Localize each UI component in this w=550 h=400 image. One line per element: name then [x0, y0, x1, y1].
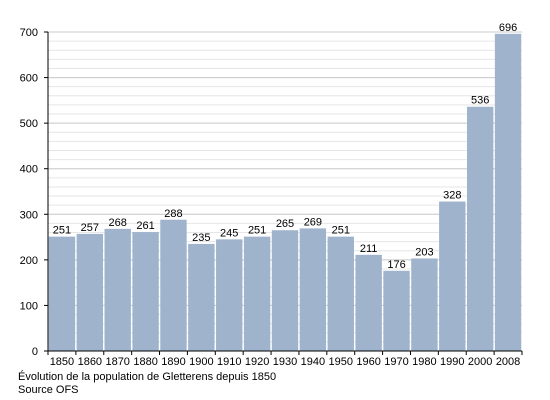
bar-value-label: 269	[304, 216, 322, 228]
bar-1920	[243, 236, 271, 351]
chart-source: Source OFS	[18, 384, 79, 396]
bar-1860	[76, 233, 104, 351]
bar-1880	[132, 232, 159, 351]
bar-value-label: 265	[276, 218, 294, 230]
bar-value-label: 203	[415, 246, 433, 258]
bar-value-label: 176	[387, 259, 405, 271]
x-tick-label: 1930	[273, 356, 297, 368]
bar-1950	[327, 236, 354, 351]
x-tick-label: 1850	[50, 356, 74, 368]
x-tick-label: 1880	[133, 356, 157, 368]
bar-2008	[494, 33, 522, 352]
bars	[48, 33, 522, 352]
bar-value-label: 268	[109, 217, 127, 229]
y-tick-label: 500	[20, 118, 38, 130]
y-tick-label: 600	[20, 73, 38, 85]
chart-caption: Évolution de la population de Gletterens…	[18, 371, 277, 383]
bar-2000	[466, 106, 494, 351]
bar-value-label: 261	[136, 220, 154, 232]
bar-1980	[411, 258, 438, 351]
bar-1890	[160, 219, 187, 351]
bar-1990	[439, 201, 466, 351]
bar-value-label: 251	[332, 225, 350, 237]
bar-value-label: 536	[471, 95, 489, 107]
y-tick-label: 300	[20, 209, 38, 221]
bar-1960	[355, 254, 382, 351]
x-tick-label: 2000	[468, 356, 492, 368]
y-tick-label: 100	[20, 300, 38, 312]
x-tick-label: 1990	[440, 356, 464, 368]
x-tick-label: 1940	[301, 356, 325, 368]
y-tick-label: 0	[32, 346, 38, 358]
bar-value-labels: 251 257 268 261 288 235 245 251 265 269 251 211 176 2…	[53, 22, 517, 271]
bar-value-label: 288	[164, 208, 182, 220]
bar-value-label: 245	[220, 227, 238, 239]
x-tick-label: 1920	[245, 356, 269, 368]
bar-value-label: 251	[248, 225, 266, 237]
bar-1900	[188, 243, 215, 351]
x-tick-label: 1980	[412, 356, 436, 368]
bar-1970	[383, 270, 410, 351]
bar-value-label: 696	[499, 22, 517, 34]
population-bar-chart: 251 257 268 261 288 235 245 251 265 269 251 211 176 2…	[20, 22, 523, 368]
y-tick-label: 200	[20, 255, 38, 267]
x-tick-label: 1950	[329, 356, 353, 368]
x-tick-label: 1960	[356, 356, 380, 368]
bar-1940	[299, 228, 327, 351]
x-tick-label: 1910	[217, 356, 241, 368]
x-tick-label: 1870	[105, 356, 129, 368]
x-tick-label: 1900	[189, 356, 213, 368]
axes	[44, 31, 523, 355]
bar-1910	[216, 239, 243, 351]
y-tick-label: 400	[20, 164, 38, 176]
y-tick-label: 700	[20, 27, 38, 39]
x-tick-label: 1970	[384, 356, 408, 368]
bar-value-label: 257	[81, 222, 99, 234]
bar-1870	[104, 228, 131, 351]
bar-value-label: 211	[360, 243, 378, 255]
x-tick-label: 1890	[161, 356, 185, 368]
bar-1930	[271, 230, 299, 351]
bar-value-label: 328	[443, 190, 461, 202]
x-tick-labels: 1850 1860 1870 1880 1890 1900 1910 1920 1930 1940…	[50, 356, 521, 368]
y-tick-labels: 0 100 200 300 400 500 600 700	[20, 27, 38, 358]
x-tick-label: 1860	[78, 356, 102, 368]
bar-value-label: 251	[53, 225, 71, 237]
bar-value-label: 235	[192, 232, 210, 244]
bar-1850	[48, 236, 76, 351]
x-tick-label: 2008	[496, 356, 520, 368]
